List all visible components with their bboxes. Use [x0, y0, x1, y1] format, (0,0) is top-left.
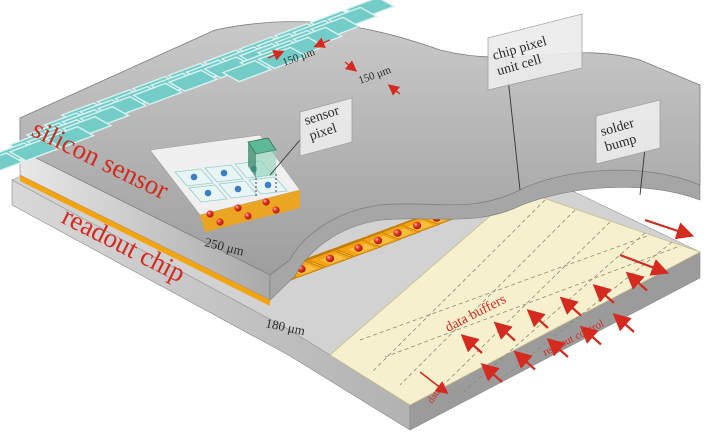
cutaway-bump	[206, 210, 214, 218]
cutaway-bump	[216, 218, 224, 226]
solder-bump	[412, 221, 422, 230]
sensor-pixel-tile	[131, 82, 184, 106]
cutaway-blue-dot	[220, 169, 228, 177]
cutaway-bump	[262, 198, 270, 206]
cutaway-bump	[234, 204, 242, 212]
output-arrows	[619, 218, 695, 276]
data-flow-arrow	[559, 296, 582, 317]
label-boxes	[299, 13, 661, 165]
cutaway-blue-dot	[264, 181, 272, 189]
highlighted-sensor-pixel	[247, 137, 277, 198]
bump-bond-layer	[20, 175, 270, 306]
sensor-pixel-tile	[0, 152, 25, 172]
data-flow-arrow	[460, 334, 483, 354]
data-flow-arrow	[579, 325, 602, 346]
data-flow-arrow	[625, 271, 648, 292]
cutaway-blue-dot	[204, 189, 212, 197]
cutaway-blue-dot	[190, 173, 198, 181]
sensor-pixel-tile	[167, 69, 219, 92]
data-output-arrow	[419, 371, 449, 394]
data-flow-arrow	[612, 313, 635, 333]
sensor-pixel-tile	[43, 125, 96, 149]
solder-bump	[354, 244, 363, 252]
solder-bump	[373, 236, 383, 245]
sensor-pixel-array	[0, 0, 396, 172]
cutaway-bump	[244, 212, 252, 220]
solder-bump	[393, 229, 402, 237]
data-flow-arrows	[419, 271, 648, 394]
cutaway-bump	[272, 206, 280, 214]
data-flow-arrow	[493, 321, 516, 342]
pitch-arrows	[267, 37, 401, 96]
sensor-pixel-tile	[8, 139, 60, 162]
data-flow-arrow	[513, 350, 536, 371]
solder-bump	[325, 254, 335, 263]
sensor-curved-wall	[269, 169, 701, 301]
periphery-region	[329, 189, 702, 406]
data-flow-arrow	[546, 338, 569, 358]
cutaway-blue-dot	[234, 185, 242, 193]
sensor-pixel-tile	[221, 59, 273, 83]
data-flow-arrow	[526, 309, 549, 329]
data-flow-arrow	[592, 284, 615, 304]
data-flow-arrow	[480, 363, 503, 383]
